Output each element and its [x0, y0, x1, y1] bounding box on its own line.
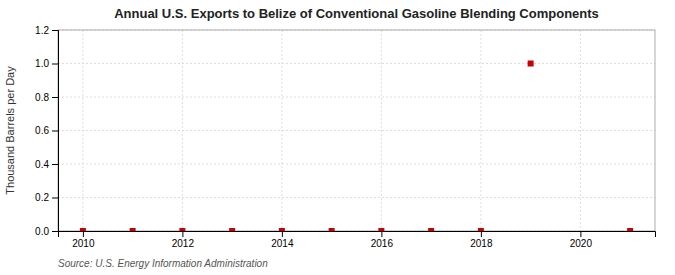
- tick-mark: [52, 30, 58, 31]
- tick-mark: [52, 64, 58, 65]
- tick-label: 2018: [470, 238, 493, 249]
- tick: 0.4: [35, 159, 58, 170]
- tick: 0.0: [35, 226, 58, 237]
- y-axis: 0.0 0.2 0.4 0.6 0.8 1.0 1.2: [35, 25, 58, 237]
- tick-mark: [52, 164, 58, 165]
- axis-line: [52, 31, 59, 232]
- tick-label: 2012: [172, 238, 195, 249]
- tick-mark: [52, 97, 58, 98]
- tick-label: 0.8: [35, 92, 49, 103]
- title: Annual U.S. Exports to Belize of Convent…: [114, 6, 599, 21]
- tick-mark: [52, 131, 58, 132]
- tick-label: 0.6: [35, 125, 49, 136]
- tick-label: 2010: [72, 238, 95, 249]
- point: [627, 228, 633, 231]
- point: [478, 228, 484, 231]
- grid-line-y: [58, 130, 655, 131]
- point: [329, 228, 335, 231]
- tick: 0.6: [35, 125, 58, 136]
- tick-mark: [580, 231, 581, 237]
- point: [528, 61, 534, 67]
- source: Source: U.S. Energy Information Administ…: [58, 258, 268, 269]
- tick: 2012: [172, 231, 195, 249]
- tick-mark: [52, 231, 58, 232]
- tick-label: 0.2: [35, 192, 49, 203]
- point: [279, 228, 285, 231]
- point: [229, 228, 235, 231]
- tick-mark: [182, 231, 183, 237]
- tick-mark: [52, 198, 58, 199]
- tick: 1.2: [35, 25, 58, 36]
- x-axis: 2010 2012 2014 2016 2018 2020: [59, 231, 656, 249]
- point: [428, 228, 434, 231]
- tick-label: 0.0: [35, 226, 49, 237]
- tick-label: 1.2: [35, 25, 49, 36]
- tick-label: 2014: [271, 238, 294, 249]
- tick: 0.8: [35, 92, 58, 103]
- tick: 2018: [470, 231, 493, 249]
- plot: 2010 2012 2014 2016 2018 2020 0.0 0.2 0.4 0.6 0.8 1…: [35, 25, 655, 249]
- point: [80, 228, 86, 231]
- y-axis-label: Thousand Barrels per Day: [4, 66, 16, 195]
- grid-line-x: [580, 30, 581, 231]
- grid-line-y: [58, 97, 655, 98]
- tick-label: 1.0: [35, 58, 49, 69]
- grid-line-y: [58, 197, 655, 198]
- plot-frame: [58, 30, 655, 231]
- tick: 2020: [570, 231, 593, 249]
- tick-mark: [83, 231, 84, 237]
- tick: 1.0: [35, 58, 58, 69]
- tick-mark: [381, 231, 382, 237]
- grid-line-y: [58, 164, 655, 165]
- tick-mark: [282, 231, 283, 237]
- tick-label: 2020: [570, 238, 593, 249]
- tick-mark: [481, 231, 482, 237]
- tick: 2014: [271, 231, 294, 249]
- grid: [58, 30, 655, 231]
- tick: 2016: [371, 231, 394, 249]
- grid-line-x: [480, 30, 481, 231]
- tick-label: 2016: [371, 238, 394, 249]
- chart: 2010 2012 2014 2016 2018 2020 0.0 0.2 0.4 0.6 0.8 1…: [0, 0, 675, 275]
- grid-line-x: [381, 30, 382, 231]
- point: [378, 228, 384, 231]
- point: [130, 228, 136, 231]
- tick-label: 0.4: [35, 159, 49, 170]
- point: [179, 228, 185, 231]
- points: [80, 61, 633, 232]
- grid-line-y: [58, 63, 655, 64]
- tick: 2010: [72, 231, 95, 249]
- tick: 0.2: [35, 192, 58, 203]
- axis-line: [59, 232, 656, 238]
